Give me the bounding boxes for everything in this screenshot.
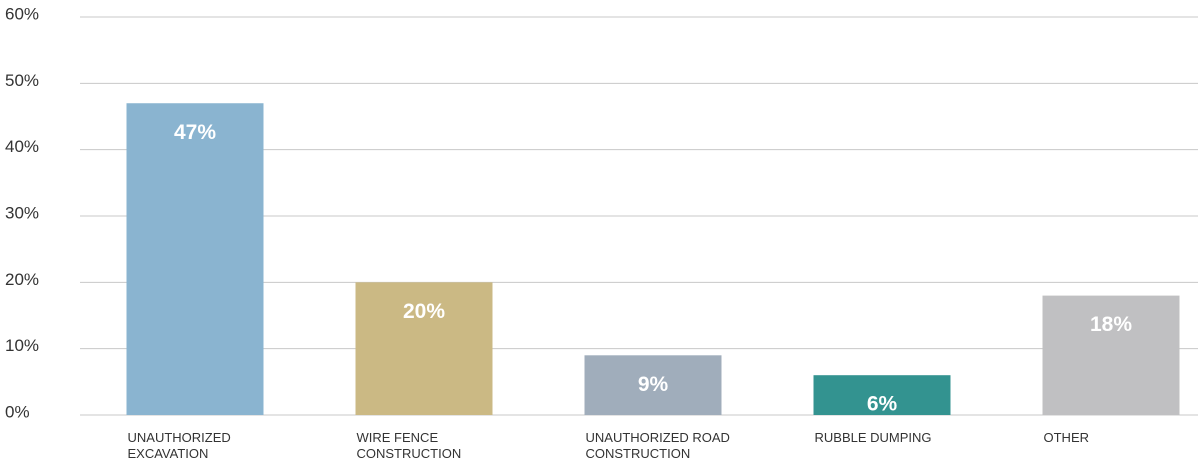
y-tick-label: 10%: [5, 336, 39, 355]
x-tick-label: WIRE FENCE CONSTRUCTION: [356, 430, 462, 461]
x-tick-label: UNAUTHORIZED ROAD CONSTRUCTION: [585, 430, 730, 461]
y-tick-label: 40%: [5, 137, 39, 156]
value-label: 47%: [174, 121, 216, 144]
value-label: 18%: [1090, 313, 1132, 336]
bar: [355, 282, 493, 415]
bar: [584, 355, 722, 415]
bar: [126, 103, 264, 415]
value-label: 9%: [638, 373, 669, 396]
bar: [813, 375, 951, 415]
value-label: 6%: [867, 393, 898, 416]
x-tick-label: UNAUTHORIZED EXCAVATION: [127, 430, 231, 461]
x-tick-label: OTHER: [1043, 430, 1090, 445]
y-tick-label: 50%: [5, 71, 39, 90]
x-tick-label: RUBBLE DUMPING: [814, 430, 932, 445]
bar: [1042, 295, 1180, 415]
y-tick-label: 60%: [5, 4, 39, 23]
y-tick-label: 20%: [5, 270, 39, 289]
y-tick-label: 0%: [5, 402, 30, 421]
y-tick-label: 30%: [5, 203, 39, 222]
value-label: 20%: [403, 300, 445, 323]
